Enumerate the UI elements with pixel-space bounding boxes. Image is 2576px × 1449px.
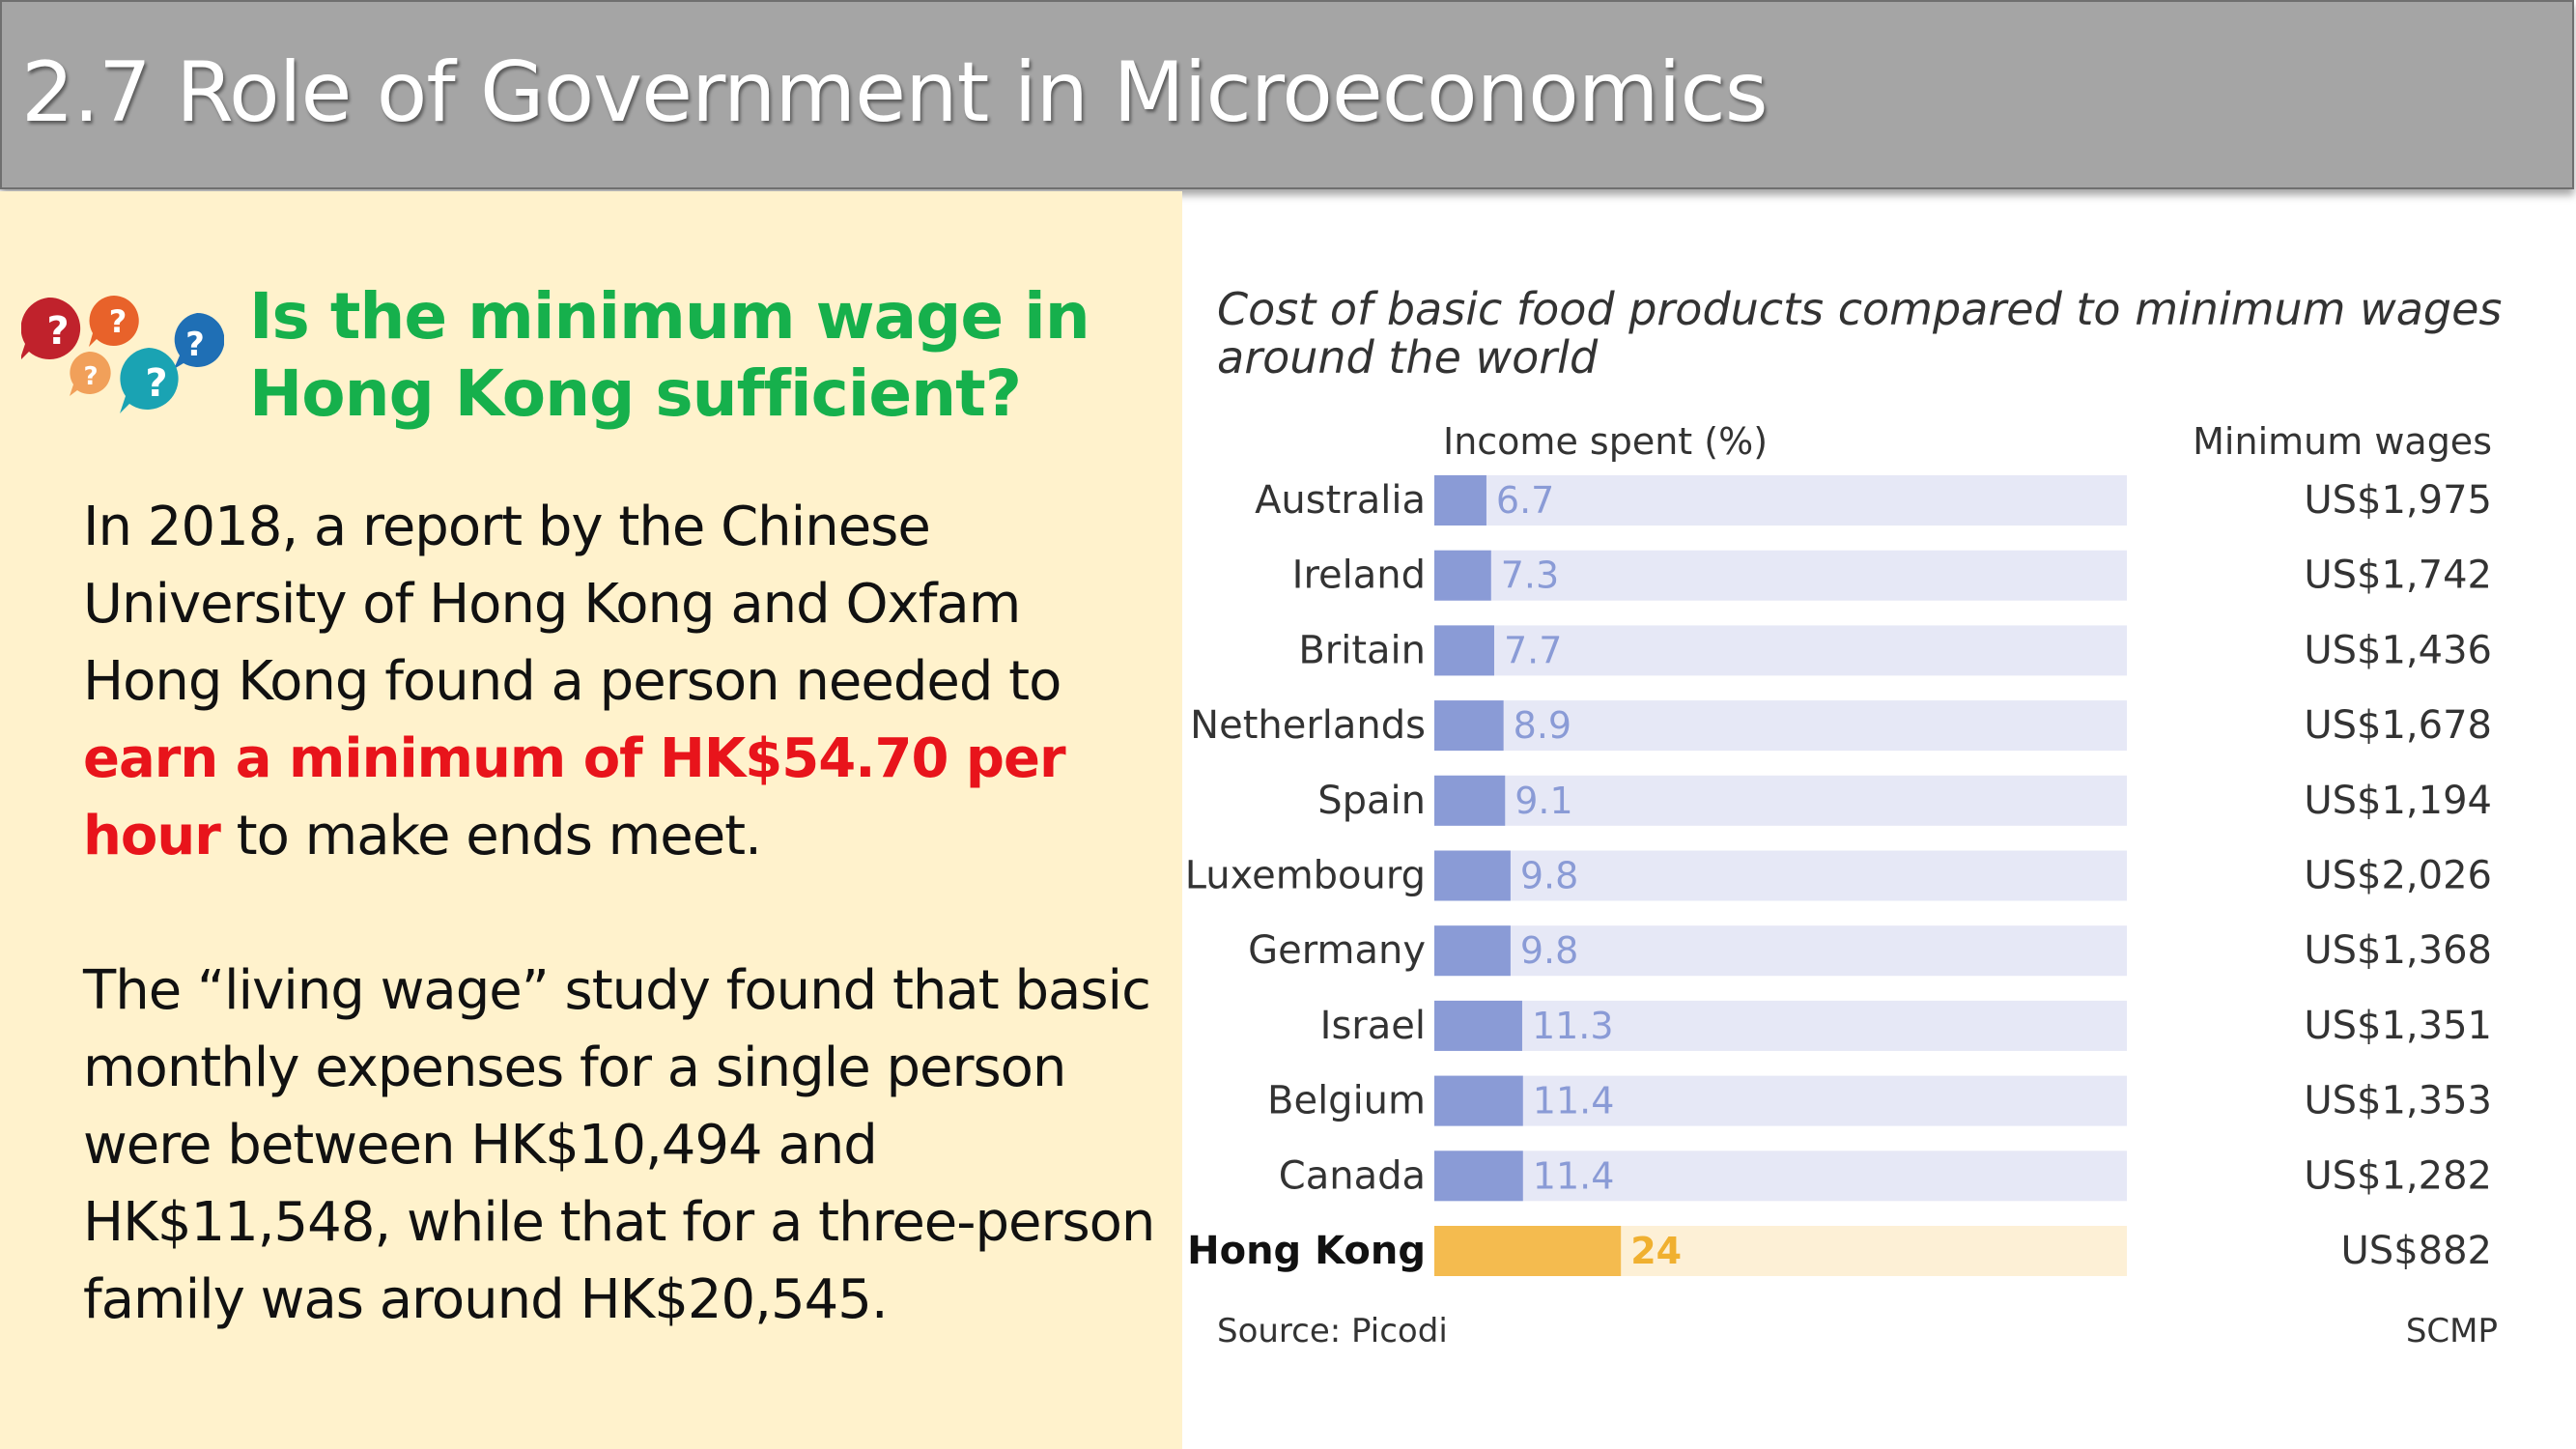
minimum-wage-label: US$1,351 bbox=[2304, 1004, 2492, 1048]
svg-text:?: ? bbox=[83, 362, 98, 391]
chart-source: Source: Picodi bbox=[1217, 1312, 1448, 1350]
bar bbox=[1434, 625, 1494, 676]
bar-value-label: 7.7 bbox=[1504, 629, 1562, 671]
bar bbox=[1434, 475, 1486, 526]
report-text: In 2018, a report by the Chinese Univers… bbox=[83, 496, 1062, 713]
bar bbox=[1434, 1151, 1523, 1202]
bar-value-label: 7.3 bbox=[1501, 554, 1559, 597]
bar-track bbox=[1434, 550, 2127, 601]
bar bbox=[1434, 550, 1491, 601]
minimum-wage-label: US$882 bbox=[2341, 1229, 2492, 1273]
bar-value-label: 24 bbox=[1630, 1230, 1682, 1272]
value-header: Income spent (%) bbox=[1443, 420, 1768, 463]
minimum-wage-label: US$1,742 bbox=[2304, 554, 2492, 598]
minimum-wage-label: US$1,678 bbox=[2304, 703, 2492, 748]
category-label: Israel bbox=[1320, 1004, 1426, 1048]
bar-track bbox=[1434, 1000, 2127, 1051]
bar-track bbox=[1434, 475, 2127, 526]
report-text-end: to make ends meet. bbox=[236, 805, 762, 867]
minimum-hourly-wage-highlight: earn a minimum of HK$54.70 per hour bbox=[83, 727, 1066, 867]
category-label: Hong Kong bbox=[1187, 1229, 1426, 1273]
category-label: Canada bbox=[1279, 1153, 1426, 1198]
bar-value-label: 8.9 bbox=[1514, 704, 1571, 747]
bar bbox=[1434, 850, 1511, 901]
bar-track bbox=[1434, 625, 2127, 676]
bar-track bbox=[1434, 1075, 2127, 1126]
chart-credit: SCMP bbox=[2406, 1312, 2498, 1350]
bar-value-label: 9.1 bbox=[1514, 780, 1572, 822]
bar bbox=[1434, 1226, 1622, 1276]
svg-text:?: ? bbox=[145, 361, 167, 406]
bar-value-label: 11.4 bbox=[1533, 1154, 1615, 1197]
bar-track bbox=[1434, 850, 2127, 901]
bar bbox=[1434, 700, 1504, 752]
bar-value-label: 11.4 bbox=[1533, 1080, 1615, 1122]
bar-track bbox=[1434, 1151, 2127, 1202]
bar-track bbox=[1434, 775, 2127, 826]
category-label: Britain bbox=[1298, 628, 1426, 672]
minimum-wage-label: US$1,975 bbox=[2304, 478, 2492, 523]
svg-text:?: ? bbox=[46, 309, 69, 354]
title-bar: 2.7 Role of Government in Microeconomics bbox=[0, 0, 2574, 189]
svg-text:?: ? bbox=[109, 303, 127, 340]
chart-title-line: Cost of basic food products compared to … bbox=[1217, 283, 2502, 335]
category-label: Germany bbox=[1248, 928, 1426, 973]
category-label: Ireland bbox=[1292, 554, 1426, 598]
minimum-wage-label: US$1,194 bbox=[2304, 779, 2492, 823]
bar bbox=[1434, 925, 1511, 977]
bar-track bbox=[1434, 700, 2127, 752]
wage-header: Minimum wages bbox=[2193, 420, 2492, 463]
category-label: Luxembourg bbox=[1185, 854, 1426, 898]
bar bbox=[1434, 775, 1506, 826]
living-wage-paragraph: The “living wage” study found that basic… bbox=[83, 959, 1155, 1331]
bar-value-label: 6.7 bbox=[1496, 479, 1554, 522]
bar bbox=[1434, 1000, 1522, 1051]
category-label: Australia bbox=[1255, 478, 1426, 523]
bar-value-label: 9.8 bbox=[1520, 855, 1578, 897]
category-label: Belgium bbox=[1267, 1079, 1426, 1123]
minimum-wage-label: US$1,436 bbox=[2304, 628, 2492, 672]
bar bbox=[1434, 1075, 1523, 1126]
minimum-wage-label: US$1,353 bbox=[2304, 1079, 2492, 1123]
minimum-wage-label: US$1,368 bbox=[2304, 928, 2492, 973]
question-heading: Is the minimum wage in Hong Kong suffici… bbox=[249, 279, 1090, 431]
question-bubbles-icon: ? ? ? ? ? bbox=[21, 296, 224, 413]
food-cost-chart: Cost of basic food products compared to … bbox=[1185, 283, 2503, 1350]
minimum-wage-label: US$1,282 bbox=[2304, 1153, 2492, 1198]
chart-title-line: around the world bbox=[1217, 331, 1599, 384]
slide-title: 2.7 Role of Government in Microeconomics bbox=[21, 44, 1769, 141]
bar-value-label: 9.8 bbox=[1520, 929, 1578, 972]
bar-track bbox=[1434, 925, 2127, 977]
minimum-wage-label: US$2,026 bbox=[2304, 854, 2492, 898]
category-label: Netherlands bbox=[1190, 703, 1426, 748]
left-panel bbox=[0, 191, 1182, 1449]
report-paragraph: In 2018, a report by the Chinese Univers… bbox=[83, 489, 1175, 875]
category-label: Spain bbox=[1317, 779, 1426, 823]
svg-text:?: ? bbox=[185, 326, 205, 364]
bar-value-label: 11.3 bbox=[1532, 1005, 1614, 1047]
